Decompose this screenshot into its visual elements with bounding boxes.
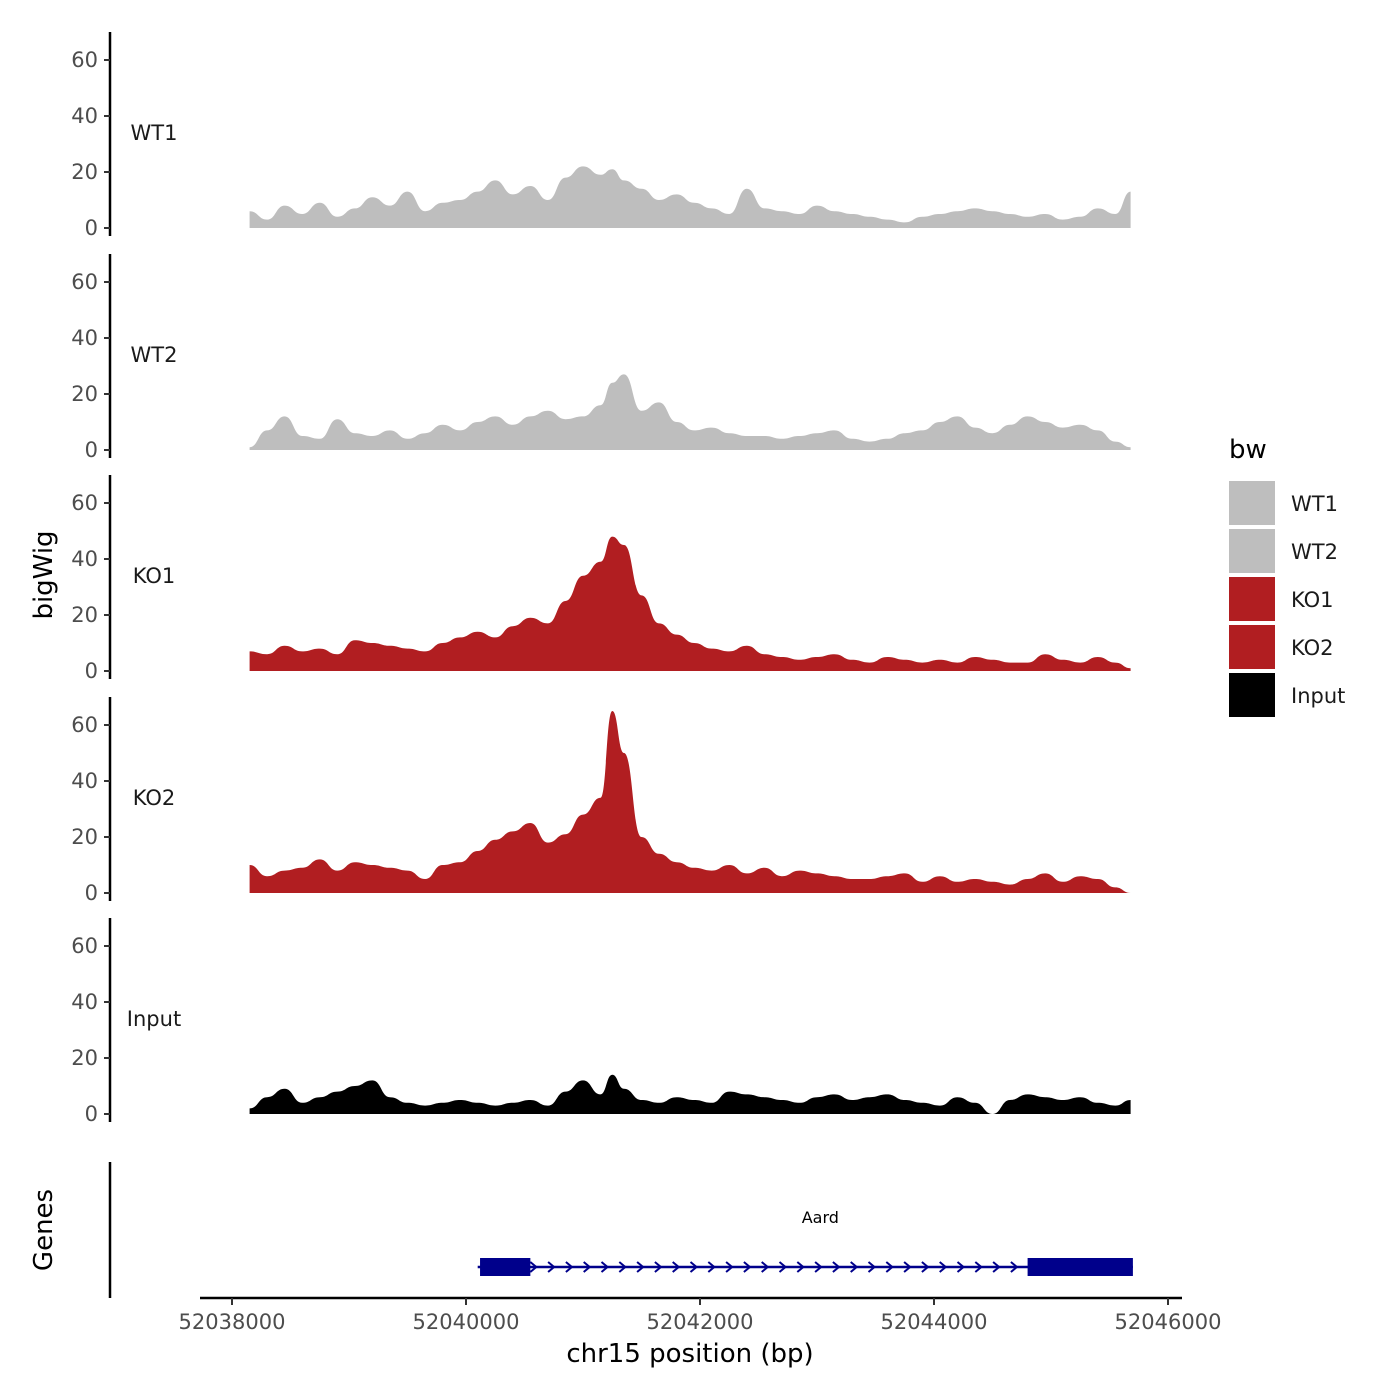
y-tick-label: 40 [71,769,98,793]
gene-name-label: Aard [802,1208,839,1227]
strand-chevron [672,1261,681,1273]
y-tick-label: 20 [71,825,98,849]
legend-swatch-wt2 [1229,529,1275,573]
strand-chevron [832,1261,841,1273]
x-axis-ticks: 52038000 52040000 52042000 52044000 52046000 [179,1298,1222,1334]
lane-label-wt2: WT2 [131,343,178,367]
y-tick-label: 60 [71,713,98,737]
gene-exon [1027,1258,1133,1276]
gene-exon [480,1258,531,1276]
strand-chevron [761,1261,770,1273]
y-tick-label: 0 [85,1102,98,1126]
lane-label-input: Input [127,1007,181,1031]
strand-chevron [778,1261,788,1273]
coverage-area-input [249,1074,1131,1114]
legend-label-wt1: WT1 [1291,492,1338,516]
strand-chevron [636,1261,645,1273]
strand-chevron [885,1261,894,1273]
coverage-area-ko2 [249,711,1131,893]
legend-label-ko2: KO2 [1291,636,1334,660]
legend-label-input: Input [1291,684,1345,708]
y-tick-label: 0 [85,881,98,905]
legend: bw WT1 WT2 KO1 KO2 Input [1229,435,1345,717]
y-tick-label: 40 [71,990,98,1014]
y-tick-label: 20 [71,1046,98,1070]
y-tick-label: 60 [71,48,98,72]
lane-label-ko2: KO2 [133,786,176,810]
strand-chevron [707,1261,716,1273]
x-tick-label: 52038000 [179,1310,286,1334]
y-tick-label: 0 [85,216,98,240]
strand-chevron [689,1261,699,1273]
strand-chevron [921,1261,930,1273]
lane-label-ko1: KO1 [133,564,176,588]
strand-chevron [956,1261,966,1273]
lane-wt1: 0 20 40 60 WT1 [71,32,1131,240]
legend-swatch-ko2 [1229,625,1275,669]
strand-chevron [867,1261,877,1273]
strand-chevron [814,1261,823,1273]
y-tick-label: 40 [71,326,98,350]
strand-chevron [974,1261,983,1273]
strand-chevron [583,1261,592,1273]
x-axis: 52038000 52040000 52042000 52044000 52046000… [179,1296,1222,1369]
y-tick-label: 20 [71,382,98,406]
legend-swatch-input [1229,673,1275,717]
strand-chevron [992,1261,1001,1273]
strand-chevron [903,1261,912,1273]
y-tick-label: 20 [71,160,98,184]
x-tick-label: 52044000 [881,1310,988,1334]
legend-swatch-ko1 [1229,577,1275,621]
legend-label-ko1: KO1 [1291,588,1334,612]
coverage-area-wt1 [249,166,1131,228]
y-tick-label: 60 [71,934,98,958]
bigwig-lanes: 0 20 40 60 WT1 0 20 40 60 WT2 0 20 40 60 KO1 0 20 40 60 KO2… [71,32,1131,1126]
y-tick-label: 0 [85,659,98,683]
coverage-area-ko1 [249,536,1131,671]
y-tick-label: 60 [71,491,98,515]
y-axis-title: bigWig [29,530,59,619]
lane-label-wt1: WT1 [131,121,178,145]
legend-label-wt2: WT2 [1291,540,1338,564]
strand-chevron [654,1261,663,1273]
strand-chevron [565,1261,574,1273]
y-tick-label: 40 [71,104,98,128]
strand-chevron [529,1261,538,1273]
legend-swatch-wt1 [1229,481,1275,525]
y-tick-label: 20 [71,603,98,627]
strand-chevron [1010,1261,1019,1273]
lane-wt2: 0 20 40 60 WT2 [71,254,1131,462]
strand-chevron [725,1261,734,1273]
strand-chevron [547,1261,556,1273]
lane-ko1: 0 20 40 60 KO1 [71,475,1131,683]
gene-track-label: Genes [29,1189,59,1271]
lane-ko2: 0 20 40 60 KO2 [71,697,1131,905]
legend-items: WT1 WT2 KO1 KO2 Input [1229,481,1345,717]
x-tick-label: 52042000 [647,1310,754,1334]
strand-chevron [939,1261,948,1273]
x-axis-title: chr15 position (bp) [566,1339,813,1369]
strand-chevron [850,1261,859,1273]
y-tick-label: 40 [71,547,98,571]
legend-title: bw [1229,435,1267,465]
x-tick-label: 52040000 [413,1310,520,1334]
gene-track: Genes Aard [29,1162,1133,1298]
y-tick-label: 60 [71,270,98,294]
gene-aard [477,1258,1133,1276]
strand-chevron [600,1261,610,1273]
y-tick-label: 0 [85,438,98,462]
strand-chevron [796,1261,805,1273]
strand-chevron [743,1261,752,1273]
coverage-area-wt2 [249,374,1131,450]
strand-chevron [618,1261,627,1273]
x-tick-label: 52046000 [1115,1310,1222,1334]
lane-input: 0 20 40 60 Input [71,918,1131,1126]
